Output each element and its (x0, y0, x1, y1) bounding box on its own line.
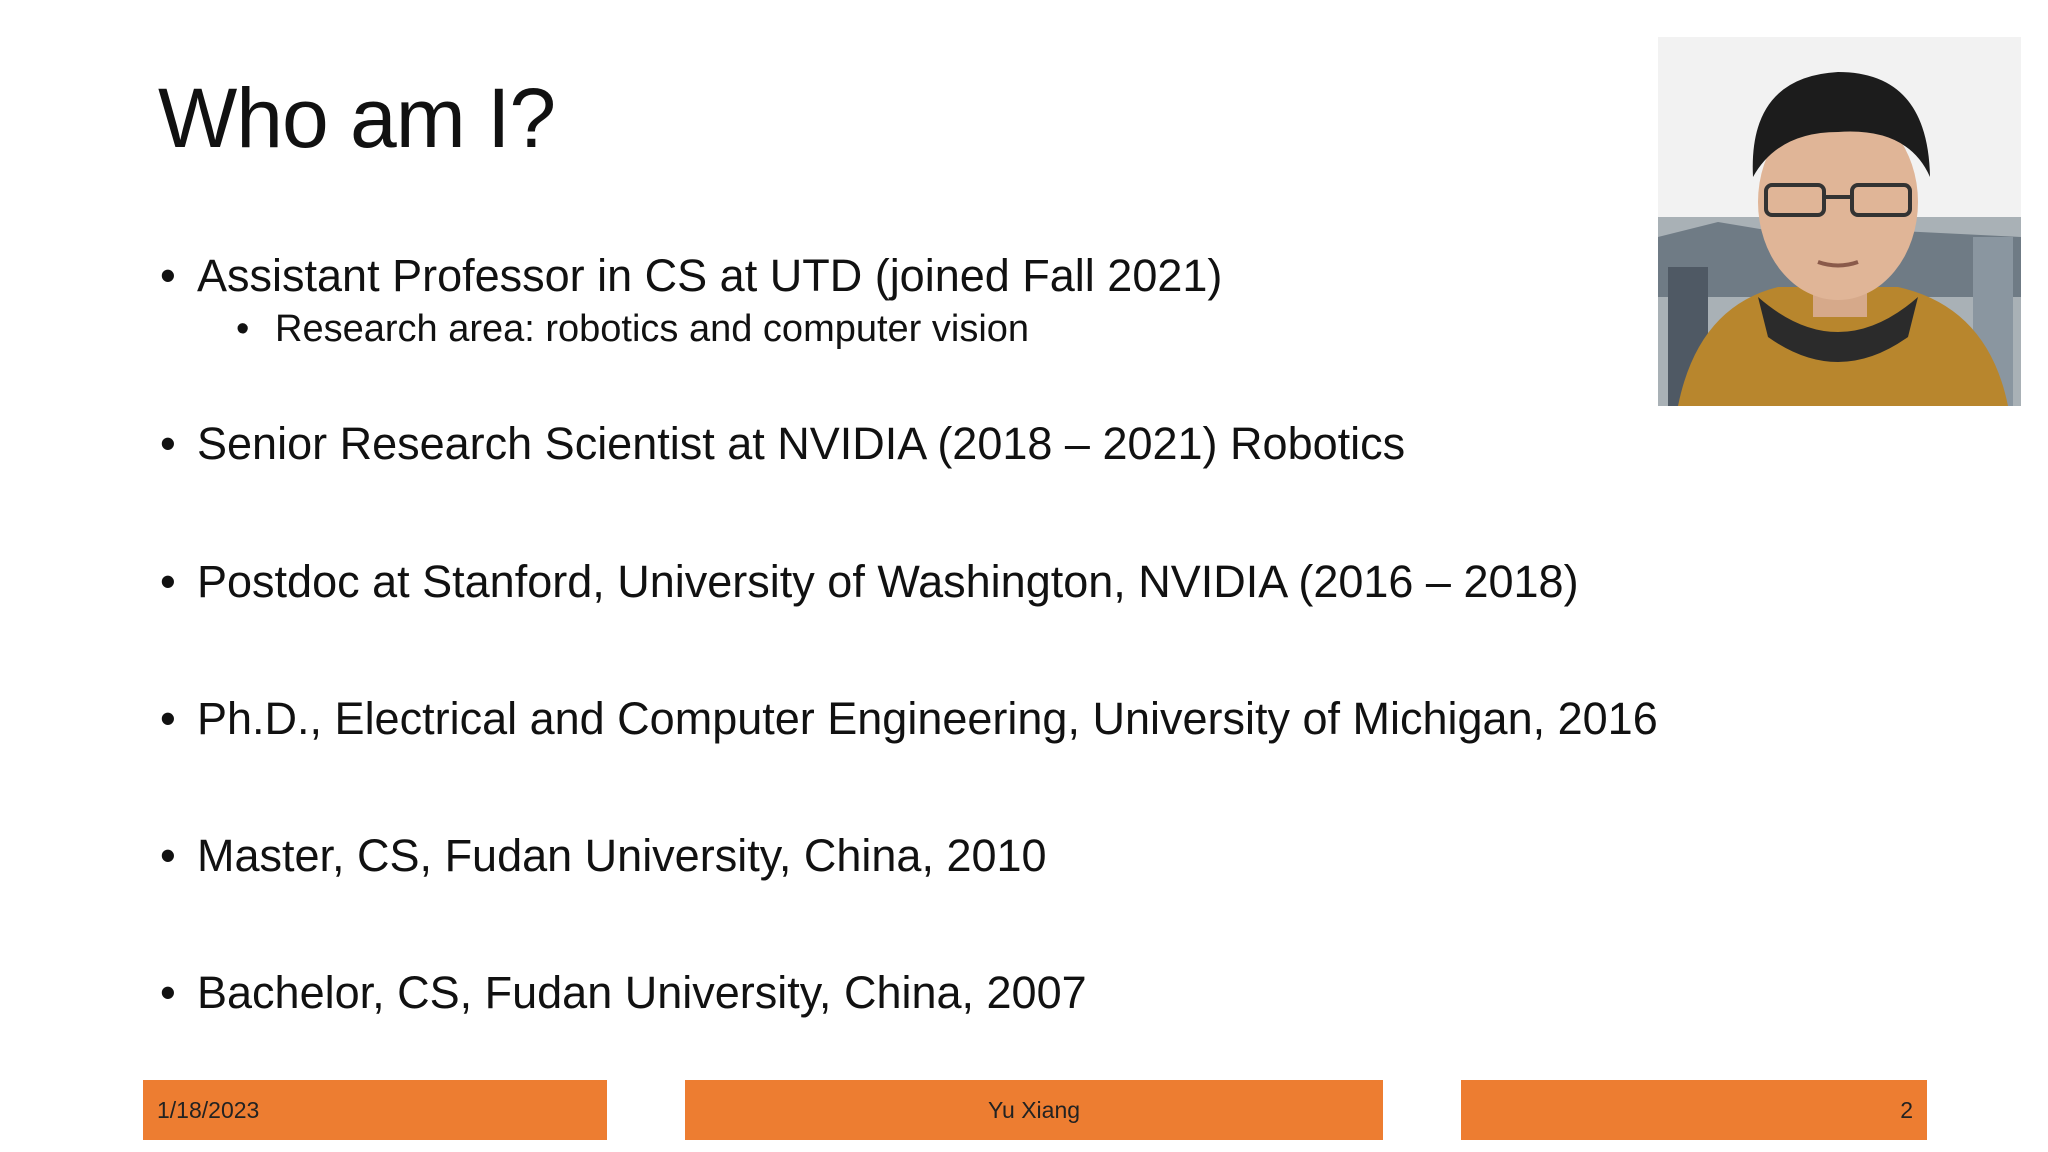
bullet: Assistant Professor in CS at UTD (joined… (197, 250, 1223, 301)
footer-date-bar: 1/18/2023 (143, 1080, 607, 1140)
page-number: 2 (1900, 1097, 1913, 1123)
profile-photo (1658, 37, 2021, 406)
bullet: Bachelor, CS, Fudan University, China, 2… (197, 967, 1087, 1018)
bullet-dot: • (160, 556, 176, 607)
footer-date: 1/18/2023 (157, 1097, 260, 1123)
bullet: Ph.D., Electrical and Computer Engineeri… (197, 693, 1658, 744)
bullet-dot: • (160, 693, 176, 744)
bullet-dot: • (160, 418, 176, 469)
slide-title: Who am I? (158, 71, 556, 165)
footer-author: Yu Xiang (987, 1097, 1081, 1123)
footer-page-bar: 2 (1461, 1080, 1927, 1140)
bullet-dot: • (160, 250, 176, 301)
bullet-dot: • (160, 967, 176, 1018)
footer-author-bar: Yu Xiang (685, 1080, 1383, 1140)
sub-bullet: Research area: robotics and computer vis… (275, 308, 1030, 350)
bullet: Postdoc at Stanford, University of Washi… (197, 556, 1579, 607)
bullet-dot: • (236, 308, 250, 350)
bullet: Senior Research Scientist at NVIDIA (201… (197, 418, 1406, 469)
bullet-dot: • (160, 830, 176, 881)
bullet: Master, CS, Fudan University, China, 201… (197, 830, 1047, 881)
